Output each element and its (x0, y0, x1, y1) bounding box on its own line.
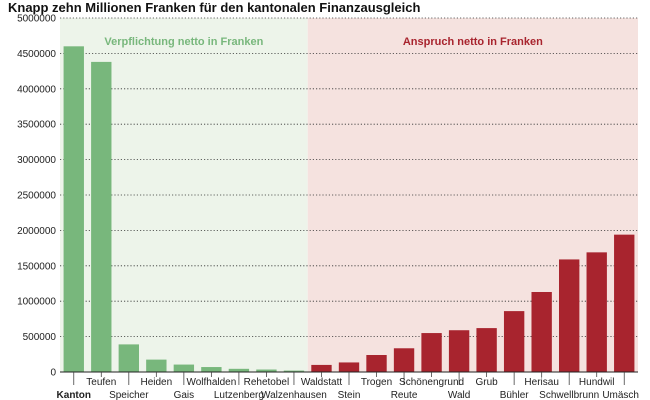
x-tick-label: Schwellbrunn (539, 390, 599, 400)
bar-0 (63, 46, 84, 372)
x-tick-label: Schönengrund (399, 377, 464, 388)
x-tick-label: Bühler (500, 390, 530, 400)
x-tick-label: Grub (476, 377, 499, 388)
y-tick-label: 0 (50, 368, 56, 379)
x-tick-label: Waldstatt (301, 377, 343, 388)
bar-14 (448, 330, 470, 372)
bar-16 (503, 311, 525, 372)
bar-2 (118, 344, 139, 372)
x-tick-label: Gais (174, 390, 195, 400)
bar-4 (173, 364, 195, 372)
y-tick-label: 3000000 (17, 155, 56, 166)
y-tick-label: 3500000 (17, 120, 56, 131)
x-tick-label: Hundwil (579, 377, 615, 388)
y-tick-label: 2500000 (17, 191, 56, 202)
bar-11 (366, 355, 387, 372)
bar-9 (311, 364, 332, 372)
bar-6 (228, 368, 250, 372)
bar-12 (393, 348, 415, 372)
y-tick-label: 1500000 (17, 261, 56, 272)
y-tick-label: 1000000 (17, 297, 56, 308)
x-tick-label: Herisau (524, 377, 558, 388)
x-tick-label: Reute (391, 390, 418, 400)
group-label-1: Anspruch netto in Franken (403, 36, 543, 48)
x-tick-label: Heiden (140, 377, 172, 388)
bar-10 (338, 362, 360, 372)
x-tick-label: Walzenhausen (261, 390, 327, 400)
bar-1 (91, 61, 112, 373)
bar-7 (256, 369, 277, 372)
x-tick-label: Stein (338, 390, 361, 400)
bar-17 (531, 291, 552, 372)
y-tick-label: 5000000 (17, 14, 56, 25)
x-tick-label: Speicher (109, 390, 149, 400)
x-tick-label: Umäsch (602, 390, 639, 400)
bar-13 (421, 333, 442, 372)
y-tick-label: 2000000 (17, 226, 56, 237)
bar-8 (283, 370, 305, 372)
y-tick-label: 4000000 (17, 84, 56, 95)
bar-5 (201, 367, 222, 372)
x-tick-label: Wolfhalden (186, 377, 236, 388)
x-tick-label: Rehetobel (244, 377, 290, 388)
x-tick-label: Trogen (361, 377, 392, 388)
bar-19 (586, 252, 607, 372)
y-tick-label: 4500000 (17, 49, 56, 60)
x-tick-label: Lutzenberg (214, 390, 264, 400)
bar-3 (146, 359, 167, 372)
x-tick-label: Kanton (57, 390, 91, 400)
chart-title: Knapp zehn Millionen Franken für den kan… (8, 0, 421, 15)
bar-15 (476, 328, 497, 372)
x-tick-label: Teufen (86, 377, 116, 388)
bar-18 (559, 259, 580, 372)
y-tick-label: 500000 (23, 332, 57, 343)
x-tick-label: Wald (448, 390, 470, 400)
group-label-0: Verpflichtung netto in Franken (104, 36, 263, 48)
bar-20 (614, 234, 635, 372)
